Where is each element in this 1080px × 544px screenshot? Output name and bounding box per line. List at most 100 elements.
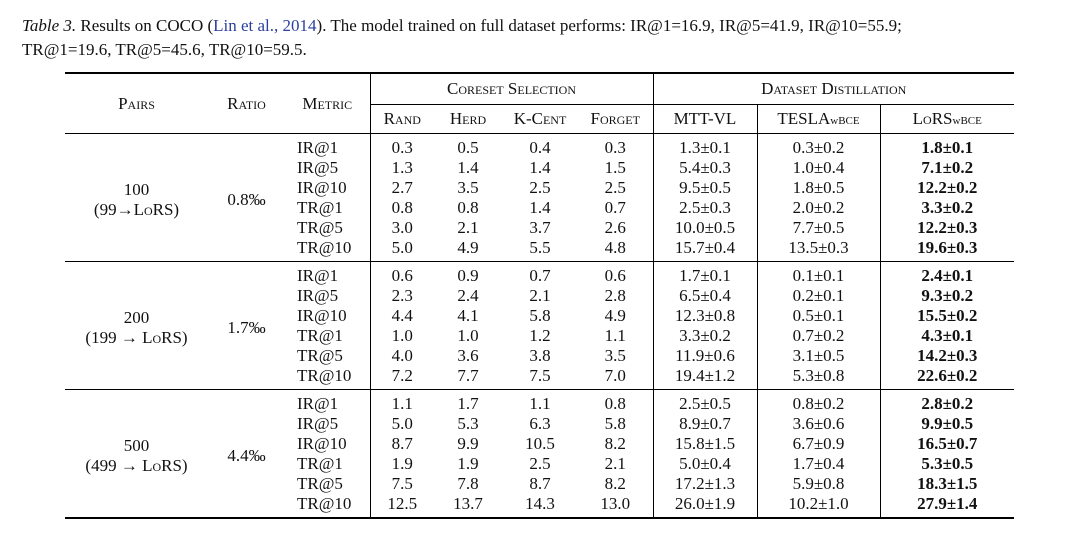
citation-link[interactable]: Lin et al., 2014 <box>213 16 317 35</box>
mttvl-cell: 2.5±0.5 <box>653 389 758 414</box>
header-tesla: TESLAwBCE <box>757 104 881 134</box>
rand-cell: 5.0 <box>391 238 413 257</box>
lors-cell: 19.6±0.3 <box>917 238 978 257</box>
lors-cell: 22.6±0.2 <box>917 366 978 385</box>
kcent-cell: 5.8 <box>529 306 551 325</box>
rand-cell: 0.3 <box>370 133 434 158</box>
metric-cell: IR@1 <box>285 389 371 414</box>
mttvl-cell: 10.0±0.5 <box>653 218 758 238</box>
tesla-cell: 0.1±0.1 <box>757 261 881 286</box>
kcent-cell: 0.4 <box>502 133 578 158</box>
header-forget: Forget <box>578 104 654 134</box>
rand-cell: 0.8 <box>391 198 413 217</box>
forget-cell: 7.0 <box>578 366 654 390</box>
pairs-subvalue: (499 → LoRS) <box>85 455 188 475</box>
forget-cell: 5.8 <box>578 414 654 434</box>
tesla-cell: 0.3±0.2 <box>757 133 881 158</box>
table-row: IR@5 1.3 1.4 1.4 1.5 5.4±0.3 1.0±0.4 7.1±0.2 <box>65 158 1014 178</box>
herd-cell: 3.6 <box>457 346 479 365</box>
lors-cell: 14.2±0.3 <box>917 346 978 365</box>
herd-cell: 3.5 <box>457 178 479 197</box>
header-mttvl: MTT-VL <box>653 104 758 134</box>
pairs-subvalue: (99→LoRS) <box>93 199 180 219</box>
rand-cell: 12.5 <box>370 494 434 519</box>
mttvl-cell: 17.2±1.3 <box>653 474 758 494</box>
pairs-cell: 500 (499 → LoRS) <box>65 389 208 519</box>
lors-cell: 5.3±0.5 <box>921 454 974 473</box>
rand-cell: 1.1 <box>370 389 434 414</box>
forget-cell: 2.6 <box>578 218 654 238</box>
mttvl-cell: 9.5±0.5 <box>653 178 758 198</box>
herd-cell: 1.9 <box>457 454 479 473</box>
rand-cell: 4.4 <box>391 306 413 325</box>
herd-cell: 4.1 <box>457 306 479 325</box>
forget-cell: 0.6 <box>578 261 654 286</box>
table-row: TR@10 5.0 4.9 5.5 4.8 15.7±0.4 13.5±0.3 19.6±0.… <box>65 238 1014 262</box>
table-row: IR@10 8.7 9.9 10.5 8.2 15.8±1.5 6.7±0.9 16.5±0.… <box>65 434 1014 454</box>
ratio-cell: 4.4‰ <box>208 389 285 519</box>
tesla-cell: 0.5±0.1 <box>757 306 881 326</box>
rand-cell: 7.2 <box>391 366 413 385</box>
herd-cell: 7.7 <box>457 366 479 385</box>
header-lors-sub: wBCE <box>952 115 982 127</box>
metric-cell: TR@5 <box>285 474 371 494</box>
rand-cell: 8.7 <box>391 434 413 453</box>
kcent-cell: 8.7 <box>529 474 551 493</box>
tesla-cell: 5.9±0.8 <box>757 474 881 494</box>
herd-cell: 0.8 <box>457 198 479 217</box>
table-row: IR@10 4.4 4.1 5.8 4.9 12.3±0.8 0.5±0.1 15.5±0.2 <box>65 306 1014 326</box>
forget-cell: 13.0 <box>578 494 654 519</box>
table-label: Table 3. <box>22 16 77 35</box>
table-row: TR@5 7.5 7.8 8.7 8.2 17.2±1.3 5.9±0.8 18.3±1.5 <box>65 474 1014 494</box>
kcent-cell: 2.5 <box>529 454 551 473</box>
forget-cell: 1.5 <box>578 158 654 178</box>
lors-cell: 12.2±0.3 <box>917 218 978 237</box>
kcent-cell: 1.1 <box>502 389 578 414</box>
metric-cell: TR@10 <box>285 494 371 519</box>
table-row: TR@5 3.0 2.1 3.7 2.6 10.0±0.5 7.7±0.5 12.2±0.3 <box>65 218 1014 238</box>
mttvl-cell: 15.7±0.4 <box>653 238 758 262</box>
kcent-cell: 14.3 <box>502 494 578 519</box>
lors-cell: 9.3±0.2 <box>921 286 974 305</box>
rand-cell: 1.9 <box>391 454 413 473</box>
rand-cell: 7.5 <box>391 474 413 493</box>
ratio-cell: 0.8‰ <box>208 133 285 262</box>
table-row: IR@5 5.0 5.3 6.3 5.8 8.9±0.7 3.6±0.6 9.9±0.5 <box>65 414 1014 434</box>
pairs-cell: 200 (199 → LoRS) <box>65 261 208 390</box>
forget-cell: 0.7 <box>578 198 654 218</box>
forget-cell: 3.5 <box>578 346 654 366</box>
kcent-cell: 1.4 <box>529 198 551 217</box>
caption-line-2: TR@1=19.6, TR@5=45.6, TR@10=59.5. <box>22 40 307 59</box>
pairs-subvalue: (199 → LoRS) <box>85 327 188 347</box>
lors-cell: 18.3±1.5 <box>917 474 978 493</box>
tesla-cell: 0.8±0.2 <box>757 389 881 414</box>
mttvl-cell: 1.3±0.1 <box>653 133 758 158</box>
metric-cell: TR@1 <box>285 326 371 346</box>
header-lors-name: LoRS <box>912 109 953 128</box>
lors-cell: 4.3±0.1 <box>921 326 974 345</box>
kcent-cell: 5.5 <box>529 238 551 257</box>
tesla-cell: 6.7±0.9 <box>757 434 881 454</box>
kcent-cell: 2.5 <box>529 178 551 197</box>
forget-cell: 1.1 <box>578 326 654 346</box>
lors-cell: 2.4±0.1 <box>880 261 1014 286</box>
lors-cell: 12.2±0.2 <box>917 178 978 197</box>
rand-cell: 3.0 <box>391 218 413 237</box>
herd-cell: 5.3 <box>457 414 479 433</box>
rand-cell: 2.3 <box>391 286 413 305</box>
kcent-cell: 7.5 <box>529 366 551 385</box>
kcent-cell: 1.2 <box>529 326 551 345</box>
mttvl-cell: 5.0±0.4 <box>653 454 758 474</box>
lors-cell: 1.8±0.1 <box>880 133 1014 158</box>
metric-cell: TR@5 <box>285 218 371 238</box>
table-row: TR@1 0.8 0.8 1.4 0.7 2.5±0.3 2.0±0.2 3.3±0.2 <box>65 198 1014 218</box>
forget-cell: 2.8 <box>578 286 654 306</box>
header-kcent: K-Cent <box>513 109 567 128</box>
herd-cell: 13.7 <box>434 494 502 519</box>
header-herd: Herd <box>449 109 487 128</box>
rand-cell: 5.0 <box>391 414 413 433</box>
header-lors: LoRSwBCE <box>880 105 1014 134</box>
herd-cell: 1.4 <box>457 158 479 177</box>
header-metric: Metric <box>285 72 371 134</box>
caption-text-a: Results on COCO ( <box>76 16 214 35</box>
